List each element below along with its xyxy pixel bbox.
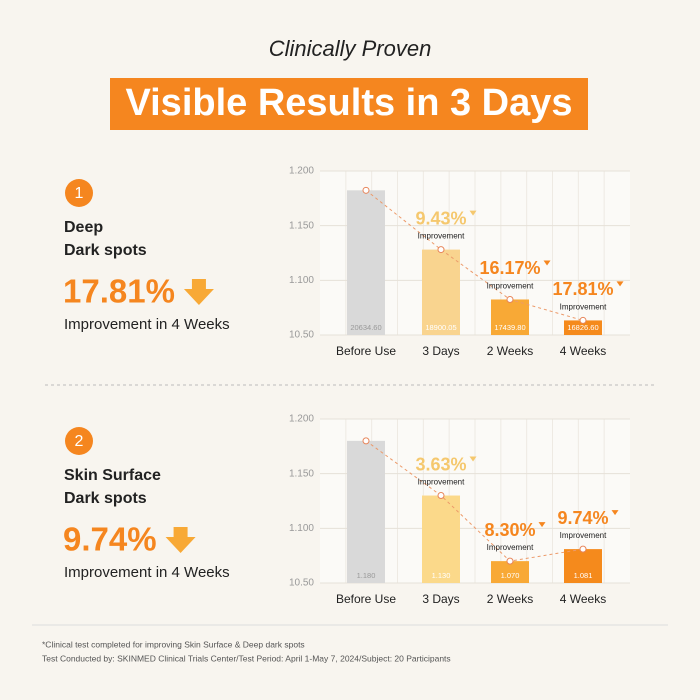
panel-caption: Improvement in 4 Weeks: [64, 316, 230, 333]
step-number: 2: [75, 433, 84, 450]
improvement-label: Improvement: [560, 531, 607, 540]
improvement-marker: [538, 522, 546, 528]
value-label: 1.130: [432, 571, 451, 580]
value-label: 20634.60: [350, 323, 381, 332]
x-tick-label: 3 Days: [422, 592, 459, 606]
trend-point: [579, 545, 587, 553]
value-label: 1.180: [357, 571, 376, 580]
bar: [347, 190, 385, 335]
improvement-value: 9.43%: [415, 208, 466, 228]
trend-point: [506, 557, 514, 565]
panel-title: Dark spots: [64, 242, 147, 259]
x-tick-label: 4 Weeks: [560, 592, 606, 606]
kicker: Clinically Proven: [269, 36, 432, 61]
step-badge: [65, 179, 93, 207]
trend-point: [506, 295, 514, 303]
step-badge: [65, 427, 93, 455]
title-box: [110, 78, 588, 130]
bar: [491, 299, 529, 335]
x-tick-label: 2 Weeks: [487, 344, 533, 358]
bar: [347, 440, 385, 583]
bar: [564, 320, 602, 335]
panel-title: Dark spots: [64, 490, 147, 507]
footnote: *Clinical test completed for improving S…: [42, 639, 305, 649]
improvement-value: 16.17%: [479, 258, 540, 278]
improvement-marker: [469, 210, 477, 216]
y-tick-label: 1.200: [289, 414, 314, 425]
trend-line: [365, 440, 584, 562]
bar: [564, 549, 602, 583]
improvement-label: Improvement: [487, 282, 534, 291]
improvement-marker: [469, 456, 477, 462]
improvement-value: 9.74%: [557, 508, 608, 528]
x-tick-label: 3 Days: [422, 344, 459, 358]
trend-point: [437, 492, 445, 500]
trend-point: [362, 186, 370, 194]
step-number: 1: [75, 185, 84, 202]
bar: [491, 561, 529, 583]
y-tick-label: 10.50: [289, 578, 314, 589]
x-tick-label: Before Use: [336, 344, 396, 358]
improvement-value: 3.63%: [415, 454, 466, 474]
improvement-marker: [616, 281, 624, 287]
y-tick-label: 1.200: [289, 166, 314, 177]
value-label: 17439.80: [494, 323, 525, 332]
panel-result: 9.74%: [63, 521, 157, 558]
improvement-value: 8.30%: [484, 520, 535, 540]
y-tick-label: 1.150: [289, 220, 314, 231]
improvement-marker: [543, 260, 551, 266]
panel-title: Skin Surface: [64, 467, 161, 484]
panel-title: Deep: [64, 219, 103, 236]
value-label: 16826.60: [567, 323, 598, 332]
bar: [422, 495, 460, 583]
down-arrow: [165, 527, 196, 553]
y-tick-label: 1.100: [289, 523, 314, 534]
trend-line: [365, 189, 584, 321]
footnote: Test Conducted by: SKINMED Clinical Tria…: [42, 653, 451, 663]
y-tick-label: 1.100: [289, 275, 314, 286]
title: Visible Results in 3 Days: [125, 82, 572, 124]
value-label: 18900.05: [425, 323, 456, 332]
improvement-label: Improvement: [487, 543, 534, 552]
bar: [422, 249, 460, 335]
trend-point: [362, 437, 370, 445]
y-tick-label: 10.50: [289, 330, 314, 341]
improvement-marker: [611, 510, 619, 516]
trend-point: [579, 316, 587, 324]
improvement-label: Improvement: [418, 232, 465, 241]
improvement-value: 17.81%: [552, 279, 613, 299]
value-label: 1.070: [501, 571, 520, 580]
value-label: 1.081: [574, 571, 593, 580]
panel-result: 17.81%: [63, 273, 175, 310]
trend-point: [437, 246, 445, 254]
x-tick-label: 4 Weeks: [560, 344, 606, 358]
x-tick-label: Before Use: [336, 592, 396, 606]
y-tick-label: 1.150: [289, 468, 314, 479]
down-arrow: [183, 279, 214, 305]
panel-caption: Improvement in 4 Weeks: [64, 564, 230, 581]
x-tick-label: 2 Weeks: [487, 592, 533, 606]
improvement-label: Improvement: [560, 303, 607, 312]
improvement-label: Improvement: [418, 478, 465, 487]
